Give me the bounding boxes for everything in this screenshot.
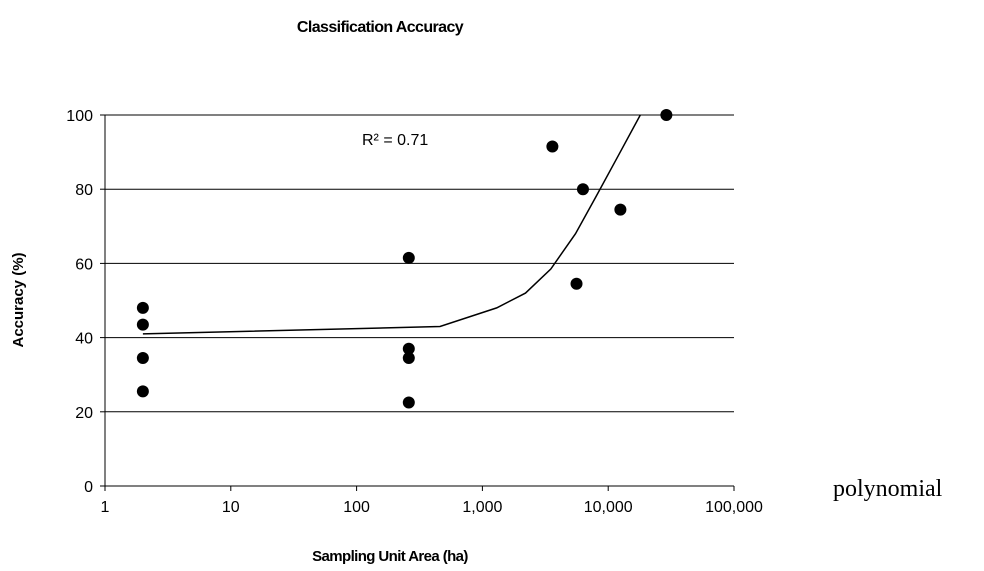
- chart-title: Classification Accuracy: [297, 19, 464, 36]
- y-tick-label: 100: [66, 108, 93, 125]
- x-tick-labels: 1 10 100 1,000 10,000 100,000: [101, 499, 763, 516]
- gridlines: [105, 114, 734, 413]
- data-points: [136, 109, 673, 409]
- y-tick-label: 80: [75, 182, 93, 199]
- data-point: [546, 140, 559, 153]
- data-point: [136, 318, 149, 331]
- y-tick-label: 0: [84, 479, 93, 496]
- data-point: [136, 352, 149, 365]
- data-point: [402, 342, 415, 355]
- x-tick-label: 1,000: [462, 499, 502, 516]
- x-tick-label: 10,000: [584, 499, 633, 516]
- trendline-type-label: polynomial: [833, 476, 943, 502]
- axes: [100, 114, 735, 491]
- x-tick-label: 10: [222, 499, 240, 516]
- x-tick-label: 1: [101, 499, 110, 516]
- y-tick-label: 40: [75, 331, 93, 348]
- y-axis-label: Accuracy (%): [10, 252, 27, 347]
- data-point: [402, 352, 415, 365]
- data-point: [576, 183, 589, 196]
- x-axis-label: Sampling Unit Area (ha): [312, 548, 468, 565]
- data-point: [136, 301, 149, 314]
- trendline-group: [142, 114, 641, 335]
- data-point: [136, 385, 149, 398]
- r-squared-annotation: R² = 0.71: [362, 132, 428, 149]
- x-tick-label: 100,000: [705, 499, 763, 516]
- x-tick-label: 100: [343, 499, 370, 516]
- data-point: [660, 109, 673, 121]
- y-tick-label: 60: [75, 256, 93, 273]
- data-point: [402, 396, 415, 409]
- y-tick-label: 20: [75, 405, 93, 422]
- data-point: [614, 203, 627, 216]
- data-point: [570, 277, 583, 290]
- data-point: [402, 251, 415, 264]
- trendline: [142, 114, 641, 335]
- y-tick-labels: 0 20 40 60 80 100: [66, 108, 93, 496]
